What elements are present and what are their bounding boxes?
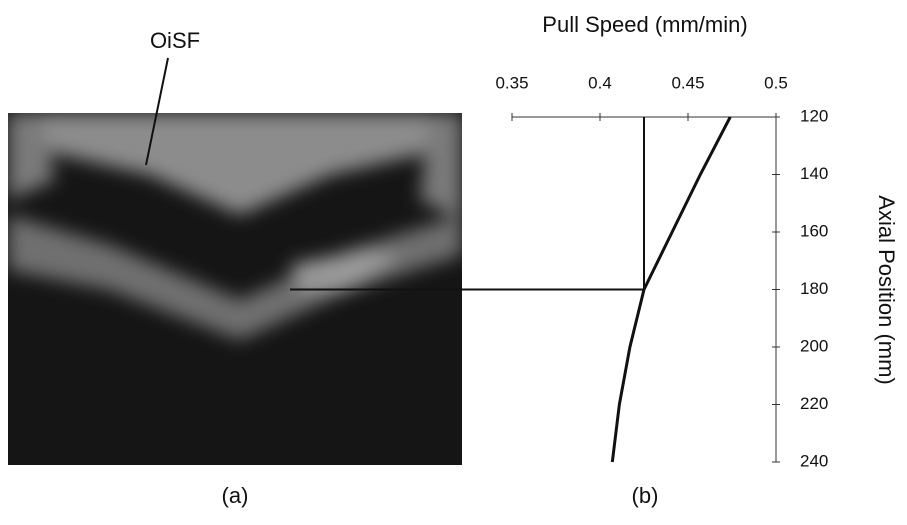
y-tick-label: 140 xyxy=(800,164,828,183)
x-tick-label: 0.45 xyxy=(671,73,704,92)
chart-title: Pull Speed (mm/min) xyxy=(542,12,747,37)
annotation: OiSF xyxy=(150,28,200,53)
x-tick-label: 0.5 xyxy=(764,73,788,92)
annotation-pointer xyxy=(145,57,169,166)
line xyxy=(610,116,732,463)
y-tick-label: 180 xyxy=(800,279,828,298)
y-axis-label: Axial Position (mm) xyxy=(874,195,899,384)
panel-label: (b) xyxy=(632,483,659,508)
x-tick-label: 0.35 xyxy=(495,73,528,92)
y-tick-label: 240 xyxy=(800,451,828,470)
y-tick-label: 120 xyxy=(800,106,828,125)
y-tick-label: 220 xyxy=(800,394,828,413)
y-tick-label: 160 xyxy=(800,221,828,240)
y-tick-label: 200 xyxy=(800,336,828,355)
x-tick-label: 0.4 xyxy=(588,73,612,92)
panel-label: (a) xyxy=(222,483,249,508)
